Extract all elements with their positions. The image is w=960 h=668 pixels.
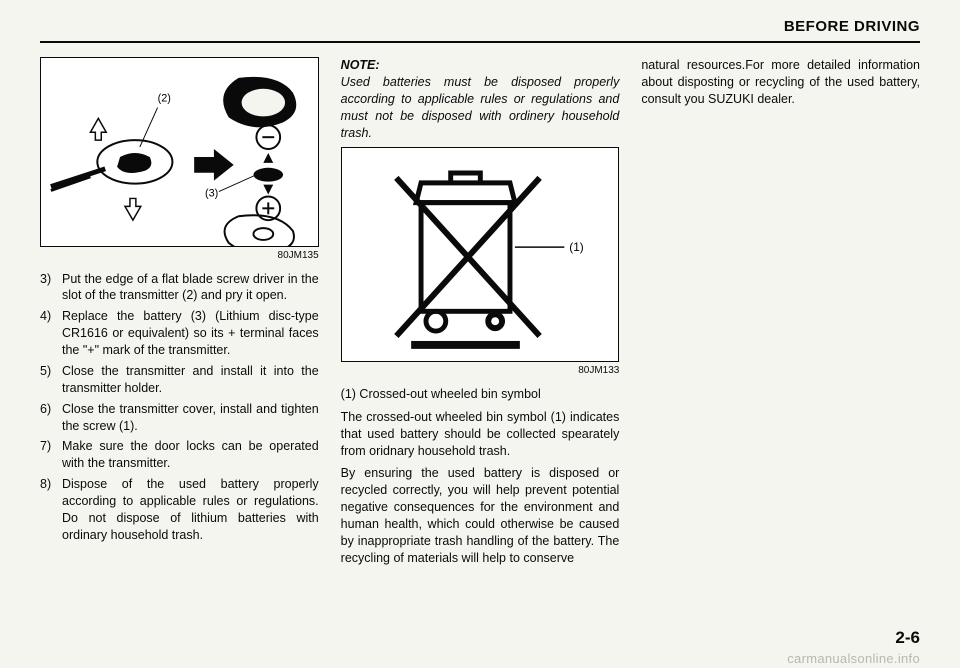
step-number: 6) (40, 401, 62, 435)
figure2-caption: 80JM133 (341, 364, 620, 378)
note-title: NOTE: (341, 58, 380, 72)
page: BEFORE DRIVING (0, 0, 960, 668)
step-number: 7) (40, 438, 62, 472)
transmitter-diagram-svg: (2) (3) (41, 58, 318, 246)
step-7: 7)Make sure the door locks can be operat… (40, 438, 319, 472)
figure-bin: (1) (341, 147, 620, 362)
step-number: 8) (40, 476, 62, 544)
step-text: Close the transmitter cover, install and… (62, 401, 319, 435)
instruction-list: 3)Put the edge of a flat blade screw dri… (40, 271, 319, 544)
step-5: 5)Close the transmitter and install it i… (40, 363, 319, 397)
col2-para2: By ensuring the used battery is disposed… (341, 465, 620, 566)
figure-transmitter: (2) (3) (40, 57, 319, 247)
bin-diagram-svg: (1) (342, 148, 619, 361)
note-body: Used batteries must be disposed properly… (341, 75, 620, 140)
bin-caption-line: (1) Crossed-out wheeled bin symbol (341, 386, 620, 403)
col3-para1: natural resources.For more detailed info… (641, 57, 920, 108)
step-4: 4)Replace the battery (3) (Lithium disc-… (40, 308, 319, 359)
figure1-caption: 80JM135 (40, 249, 319, 263)
column-2: NOTE: Used batteries must be disposed pr… (341, 57, 620, 573)
step-number: 5) (40, 363, 62, 397)
step-number: 3) (40, 271, 62, 305)
step-number: 4) (40, 308, 62, 359)
col2-para1: The crossed-out wheeled bin symbol (1) i… (341, 409, 620, 460)
step-text: Make sure the door locks can be operated… (62, 438, 319, 472)
step-text: Dispose of the used battery properly acc… (62, 476, 319, 544)
step-3: 3)Put the edge of a flat blade screw dri… (40, 271, 319, 305)
column-1: (2) (3) 80JM135 3)Put the edge of a flat… (40, 57, 319, 573)
section-header: BEFORE DRIVING (40, 18, 920, 43)
fig1-label-3: (3) (205, 187, 218, 199)
step-6: 6)Close the transmitter cover, install a… (40, 401, 319, 435)
column-layout: (2) (3) 80JM135 3)Put the edge of a flat… (40, 57, 920, 573)
column-3: natural resources.For more detailed info… (641, 57, 920, 573)
fig2-label-1: (1) (569, 240, 584, 254)
step-text: Replace the battery (3) (Lithium disc-ty… (62, 308, 319, 359)
step-8: 8)Dispose of the used battery properly a… (40, 476, 319, 544)
step-text: Close the transmitter and install it int… (62, 363, 319, 397)
fig1-label-2: (2) (158, 93, 171, 105)
watermark: carmanualsonline.info (787, 651, 920, 666)
step-text: Put the edge of a flat blade screw drive… (62, 271, 319, 305)
page-number: 2-6 (895, 628, 920, 648)
